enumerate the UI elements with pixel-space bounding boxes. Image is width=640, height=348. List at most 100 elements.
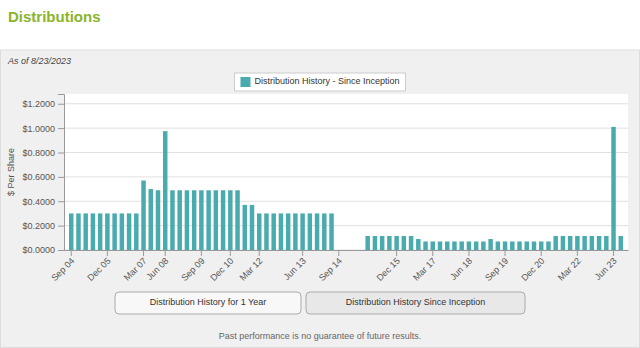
bar bbox=[445, 241, 449, 250]
x-tick-label: Dec 20 bbox=[519, 256, 546, 283]
y-tick-label: $0.6000 bbox=[22, 172, 55, 182]
bar bbox=[279, 213, 283, 250]
y-tick-mark bbox=[58, 250, 64, 251]
bar bbox=[163, 131, 167, 250]
x-tick-label: Dec 15 bbox=[375, 256, 402, 283]
x-tick: Sep 14 bbox=[317, 250, 344, 283]
y-tick-label: $0.4000 bbox=[22, 197, 55, 207]
bar bbox=[221, 190, 225, 250]
subtitle: As of 8/23/2023 bbox=[7, 56, 71, 66]
bar bbox=[532, 241, 536, 250]
bar bbox=[337, 250, 341, 251]
y-tick-mark bbox=[58, 104, 64, 105]
x-tick-label: Sep 09 bbox=[179, 256, 206, 283]
chart: Distributions As of 8/23/2023 $0.0000 $0.20… bbox=[0, 0, 640, 348]
x-tick-mark bbox=[165, 250, 166, 256]
bar bbox=[488, 239, 492, 250]
x-tick: Jun 08 bbox=[144, 250, 170, 282]
x-tick: Jun 18 bbox=[448, 250, 474, 282]
y-tick-label: $0.8000 bbox=[22, 148, 55, 158]
bar bbox=[517, 241, 521, 250]
x-tick: Jun 23 bbox=[593, 250, 619, 282]
x-tick-mark bbox=[259, 250, 260, 256]
bar bbox=[394, 236, 398, 250]
bar bbox=[416, 239, 420, 250]
y-tick-label: $0.2000 bbox=[22, 221, 55, 231]
bar bbox=[452, 241, 456, 250]
legend-frame bbox=[234, 73, 405, 91]
grid bbox=[64, 104, 628, 250]
x-tick-mark bbox=[338, 250, 339, 256]
x-tick-label: Jun 08 bbox=[144, 256, 170, 282]
bar bbox=[264, 213, 268, 250]
bar bbox=[206, 190, 210, 250]
bar bbox=[120, 213, 124, 250]
bar bbox=[525, 241, 529, 250]
y-axis-line bbox=[58, 95, 65, 251]
bar bbox=[228, 190, 232, 250]
bar bbox=[329, 213, 333, 250]
button: Distribution History Since Inception bbox=[306, 292, 525, 314]
bar bbox=[611, 127, 615, 250]
bar bbox=[590, 236, 594, 250]
bar bbox=[127, 213, 131, 250]
bar bbox=[561, 236, 565, 250]
bar bbox=[553, 236, 557, 250]
legend: Distribution History - Since Inception bbox=[234, 73, 405, 91]
bar bbox=[582, 236, 586, 250]
bar bbox=[619, 236, 623, 250]
y-tick: $1.2000 bbox=[22, 99, 64, 109]
bar bbox=[308, 213, 312, 250]
bar bbox=[402, 236, 406, 250]
bars bbox=[69, 127, 623, 250]
plot-background bbox=[64, 94, 628, 250]
bar bbox=[539, 241, 543, 250]
bar bbox=[322, 213, 326, 250]
bar bbox=[546, 241, 550, 250]
x-tick: Dec 20 bbox=[519, 250, 546, 283]
bar bbox=[365, 236, 369, 250]
y-tick-mark bbox=[58, 153, 64, 154]
y-tick: $0.4000 bbox=[22, 197, 64, 207]
bar bbox=[597, 236, 601, 250]
x-tick: Jun 13 bbox=[282, 250, 308, 282]
bar bbox=[459, 241, 463, 250]
bar bbox=[409, 236, 413, 250]
bar bbox=[91, 213, 95, 250]
bar bbox=[98, 213, 102, 250]
x-tick-label: Mar 12 bbox=[238, 256, 265, 283]
bar bbox=[431, 241, 435, 250]
title: Distributions bbox=[8, 8, 101, 25]
x-tick-mark bbox=[396, 250, 397, 256]
y-tick-mark bbox=[58, 128, 64, 129]
x-tick: Sep 19 bbox=[483, 250, 510, 283]
y-tick-label: $0.0000 bbox=[22, 245, 55, 255]
y-tick-mark bbox=[58, 177, 64, 178]
x-tick-label: Sep 19 bbox=[483, 256, 510, 283]
y-tick: $0.2000 bbox=[22, 221, 64, 231]
x-tick-label: Dec 10 bbox=[208, 256, 235, 283]
legend-item: Distribution History - Since Inception bbox=[240, 76, 399, 87]
button-label: Distribution History for 1 Year bbox=[150, 297, 267, 307]
bar bbox=[423, 241, 427, 250]
bar bbox=[156, 190, 160, 250]
bar bbox=[250, 205, 254, 250]
y-tick: $0.0000 bbox=[22, 245, 64, 255]
bar bbox=[69, 213, 73, 250]
x-tick-label: Mar 17 bbox=[411, 256, 438, 283]
x-tick: Dec 05 bbox=[85, 250, 112, 283]
x-tick: Sep 09 bbox=[179, 250, 206, 283]
bar bbox=[214, 190, 218, 250]
legend-swatch bbox=[240, 77, 250, 87]
bar bbox=[134, 213, 138, 250]
bar bbox=[387, 236, 391, 250]
bar bbox=[177, 190, 181, 250]
y-tick-mark bbox=[58, 201, 64, 202]
x-tick: Dec 15 bbox=[375, 250, 402, 283]
bar bbox=[496, 241, 500, 250]
x-tick-mark bbox=[143, 250, 144, 256]
x-tick-mark bbox=[613, 250, 614, 256]
bar bbox=[257, 213, 261, 250]
x-tick-mark bbox=[71, 250, 72, 256]
x-tick-mark bbox=[230, 250, 231, 256]
